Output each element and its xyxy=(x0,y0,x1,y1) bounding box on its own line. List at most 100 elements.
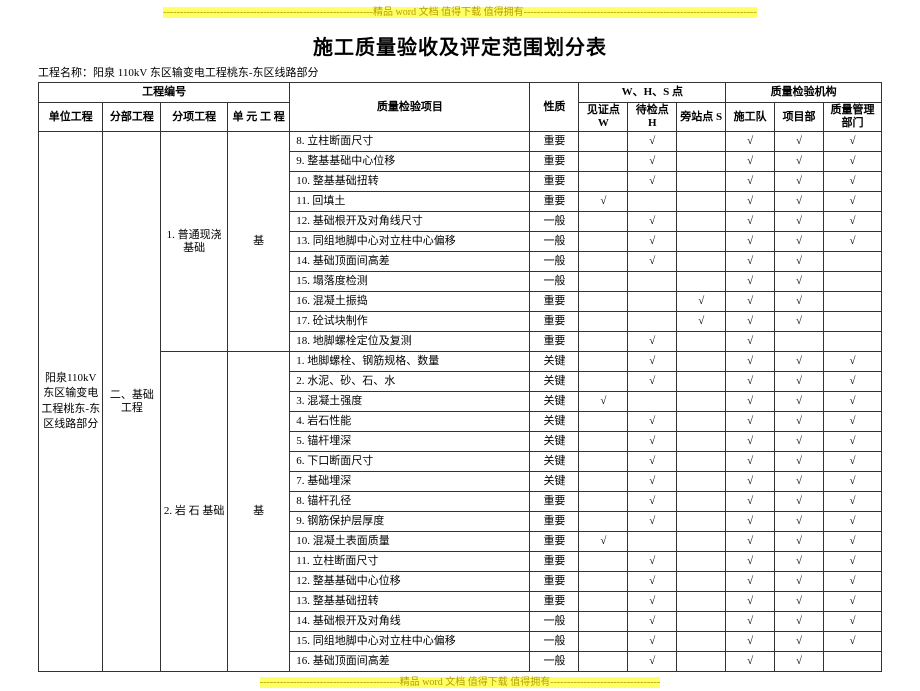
witness-cell xyxy=(579,232,628,252)
dept-cell: √ xyxy=(775,152,824,172)
witness-cell xyxy=(579,492,628,512)
inspect-item-cell: 2. 水泥、砂、石、水 xyxy=(290,372,530,392)
side-cell: √ xyxy=(677,312,726,332)
mgmt-cell xyxy=(824,252,882,272)
side-cell xyxy=(677,472,726,492)
dept-cell: √ xyxy=(775,192,824,212)
col-org-group: 质量检验机构 xyxy=(726,83,882,103)
team-cell: √ xyxy=(726,292,775,312)
mgmt-cell: √ xyxy=(824,232,882,252)
col-dept: 项目部 xyxy=(775,103,824,132)
team-cell: √ xyxy=(726,392,775,412)
side-cell xyxy=(677,552,726,572)
inspect-item-cell: 14. 基础根开及对角线 xyxy=(290,612,530,632)
nature-cell: 关键 xyxy=(530,432,579,452)
nature-cell: 关键 xyxy=(530,472,579,492)
col-witness: 见证点 W xyxy=(579,103,628,132)
mgmt-cell: √ xyxy=(824,452,882,472)
inspect-item-cell: 11. 立柱断面尺寸 xyxy=(290,552,530,572)
witness-cell xyxy=(579,592,628,612)
nature-cell: 重要 xyxy=(530,532,579,552)
mgmt-cell: √ xyxy=(824,612,882,632)
inspect-item-cell: 11. 回填土 xyxy=(290,192,530,212)
dept-cell: √ xyxy=(775,372,824,392)
nature-cell: 关键 xyxy=(530,452,579,472)
team-cell: √ xyxy=(726,252,775,272)
hold-cell xyxy=(628,392,677,412)
inspect-item-cell: 14. 基础顶面间高差 xyxy=(290,252,530,272)
witness-cell xyxy=(579,432,628,452)
side-cell xyxy=(677,572,726,592)
nature-cell: 重要 xyxy=(530,492,579,512)
hold-cell: √ xyxy=(628,412,677,432)
col-side: 旁站点 S xyxy=(677,103,726,132)
dept-cell: √ xyxy=(775,172,824,192)
dept-cell: √ xyxy=(775,412,824,432)
inspect-item-cell: 16. 混凝土振捣 xyxy=(290,292,530,312)
team-cell: √ xyxy=(726,492,775,512)
mgmt-cell: √ xyxy=(824,212,882,232)
page-title: 施工质量验收及评定范围划分表 xyxy=(0,31,920,60)
nature-cell: 关键 xyxy=(530,392,579,412)
nature-cell: 关键 xyxy=(530,412,579,432)
unit-project-cell: 阳泉110kV 东区输变电工程桃东-东区线路部分 xyxy=(39,132,103,672)
hold-cell: √ xyxy=(628,152,677,172)
nature-cell: 一般 xyxy=(530,212,579,232)
team-cell: √ xyxy=(726,372,775,392)
team-cell: √ xyxy=(726,312,775,332)
dept-cell: √ xyxy=(775,532,824,552)
table-row: 阳泉110kV 东区输变电工程桃东-东区线路部分二、基础工程1. 普通现浇基础基… xyxy=(39,132,882,152)
side-cell xyxy=(677,352,726,372)
hold-cell xyxy=(628,192,677,212)
side-cell xyxy=(677,272,726,292)
hold-cell: √ xyxy=(628,172,677,192)
inspect-item-cell: 15. 同组地脚中心对立柱中心偏移 xyxy=(290,632,530,652)
team-cell: √ xyxy=(726,572,775,592)
witness-cell xyxy=(579,452,628,472)
team-cell: √ xyxy=(726,532,775,552)
mgmt-cell xyxy=(824,312,882,332)
dept-cell: √ xyxy=(775,292,824,312)
mgmt-cell: √ xyxy=(824,392,882,412)
inspect-item-cell: 17. 砼试块制作 xyxy=(290,312,530,332)
hold-cell: √ xyxy=(628,232,677,252)
witness-cell xyxy=(579,632,628,652)
nature-cell: 一般 xyxy=(530,272,579,292)
project-no-cell: 工程编号 xyxy=(39,83,290,103)
nature-cell: 关键 xyxy=(530,372,579,392)
hold-cell: √ xyxy=(628,372,677,392)
hold-cell: √ xyxy=(628,652,677,672)
project-label: 工程名称： xyxy=(38,67,93,79)
hold-cell: √ xyxy=(628,472,677,492)
dept-cell: √ xyxy=(775,272,824,292)
nature-cell: 重要 xyxy=(530,152,579,172)
dept-cell: √ xyxy=(775,212,824,232)
dept-cell: √ xyxy=(775,492,824,512)
team-cell: √ xyxy=(726,632,775,652)
dept-cell: √ xyxy=(775,632,824,652)
mgmt-cell: √ xyxy=(824,372,882,392)
top-banner-text: ----------------------------------------… xyxy=(163,7,756,18)
side-cell xyxy=(677,652,726,672)
nature-cell: 重要 xyxy=(530,312,579,332)
team-cell: √ xyxy=(726,132,775,152)
witness-cell xyxy=(579,372,628,392)
header-row-1: 工程编号 质量检验项目 性质 W、H、S 点 质量检验机构 xyxy=(39,83,882,103)
main-table: 工程编号 质量检验项目 性质 W、H、S 点 质量检验机构 单位工程 分部工程 … xyxy=(38,82,882,672)
col-hold: 待检点 H xyxy=(628,103,677,132)
nature-cell: 一般 xyxy=(530,612,579,632)
dept-cell: √ xyxy=(775,432,824,452)
nature-cell: 重要 xyxy=(530,172,579,192)
nature-cell: 重要 xyxy=(530,592,579,612)
team-cell: √ xyxy=(726,172,775,192)
team-cell: √ xyxy=(726,192,775,212)
section-project-cell: 二、基础工程 xyxy=(103,132,161,672)
team-cell: √ xyxy=(726,472,775,492)
dept-cell: √ xyxy=(775,252,824,272)
side-cell xyxy=(677,132,726,152)
mgmt-cell xyxy=(824,292,882,312)
dept-cell: √ xyxy=(775,132,824,152)
dept-cell: √ xyxy=(775,512,824,532)
witness-cell xyxy=(579,612,628,632)
hold-cell xyxy=(628,272,677,292)
